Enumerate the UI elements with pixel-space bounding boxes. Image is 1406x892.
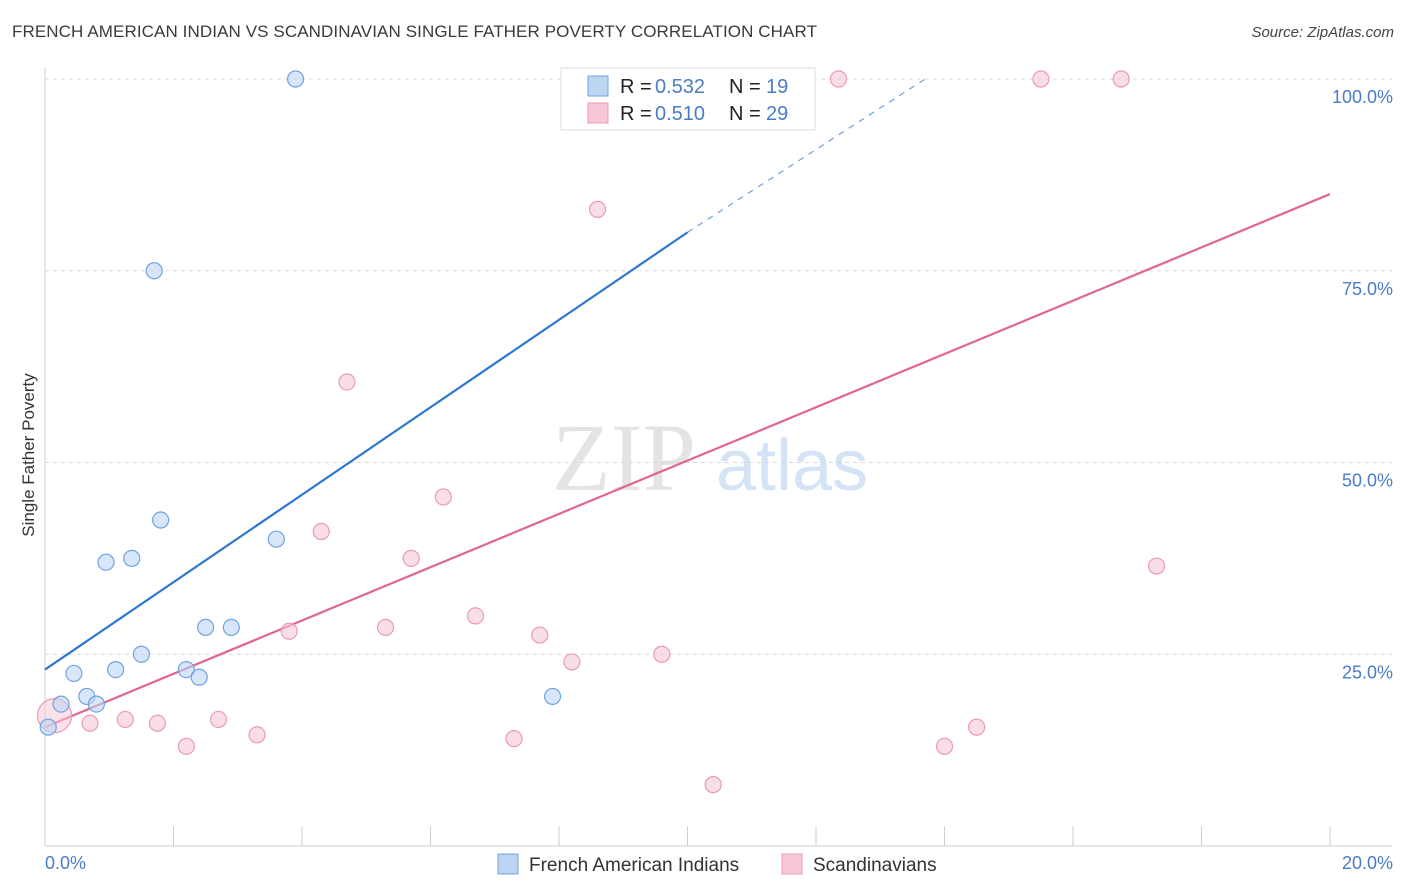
point-french-american-indian xyxy=(39,718,57,736)
point-scandinavian xyxy=(968,718,986,736)
legend-r-value-2: 0.510 xyxy=(655,103,705,125)
point-scandinavian xyxy=(1147,557,1166,575)
point-scandinavian xyxy=(829,70,848,88)
bottom-legend-scandinavian: Scandinavians xyxy=(813,855,937,876)
y-tick-label: 75.0% xyxy=(1342,279,1393,299)
point-scandinavian xyxy=(434,488,452,506)
y-tick-label: 100.0% xyxy=(1332,87,1393,107)
point-scandinavian xyxy=(338,373,356,391)
point-french-american-indian xyxy=(222,618,240,637)
point-scandinavian xyxy=(563,653,581,671)
legend-r-label-2: R = xyxy=(620,103,652,125)
y-axis-title: Single Father Poverty xyxy=(19,373,38,537)
point-scandinavian xyxy=(81,714,99,732)
bottom-legend-swatch-french xyxy=(497,853,519,875)
point-scandinavian xyxy=(1032,70,1050,88)
point-scandinavian xyxy=(402,549,420,567)
point-french-american-indian xyxy=(152,511,170,529)
point-scandinavian xyxy=(531,626,549,644)
point-french-american-indian xyxy=(286,70,305,88)
chart-source: Source: ZipAtlas.com xyxy=(1251,24,1394,41)
point-french-american-indian xyxy=(190,668,208,686)
point-french-american-indian xyxy=(267,530,285,548)
bottom-legend-swatch-scandinavian xyxy=(781,853,803,875)
tick-labels: 25.0% 50.0% 75.0% 100.0% 0.0% 20.0% xyxy=(45,87,1393,873)
chart-title: FRENCH AMERICAN INDIAN VS SCANDINAVIAN S… xyxy=(12,22,818,41)
point-scandinavian xyxy=(209,710,228,729)
point-french-american-indian xyxy=(87,695,106,713)
point-french-american-indian xyxy=(132,645,150,663)
point-scandinavian xyxy=(312,522,330,541)
point-scandinavian xyxy=(935,737,954,755)
x-tick-label-min: 0.0% xyxy=(45,853,86,873)
point-scandinavian xyxy=(376,618,395,637)
legend-swatch-french xyxy=(587,75,609,97)
point-scandinavian xyxy=(466,607,485,625)
point-french-american-indian xyxy=(65,664,83,683)
point-scandinavian xyxy=(505,730,523,748)
point-scandinavian xyxy=(653,645,671,663)
trend-lines xyxy=(44,78,1331,729)
trend-line-french xyxy=(44,231,689,671)
point-scandinavian xyxy=(588,200,607,218)
x-tick-label-max: 20.0% xyxy=(1342,853,1393,873)
correlation-legend: R = 0.532 N = 19 R = 0.510 N = 29 xyxy=(560,67,816,131)
watermark-zip: ZIP xyxy=(552,404,696,511)
point-french-american-indian xyxy=(543,687,562,706)
point-scandinavian xyxy=(148,714,167,732)
legend-n-label-1: N = xyxy=(729,76,761,98)
point-scandinavian xyxy=(248,726,266,744)
y-tick-label: 50.0% xyxy=(1342,471,1393,491)
watermark-atlas: atlas xyxy=(716,426,868,506)
point-scandinavian xyxy=(280,622,298,640)
point-scandinavian xyxy=(1112,70,1130,88)
legend-n-value-2: 29 xyxy=(766,103,788,125)
y-tick-label: 25.0% xyxy=(1342,662,1393,682)
point-scandinavian xyxy=(704,776,722,794)
point-french-american-indian xyxy=(52,695,70,713)
point-french-american-indian xyxy=(123,549,141,567)
point-french-american-indian xyxy=(197,618,215,637)
legend-r-label-1: R = xyxy=(620,76,652,98)
point-french-american-indian xyxy=(107,660,125,679)
axes xyxy=(44,68,1392,847)
legend-n-label-2: N = xyxy=(729,103,761,125)
point-french-american-indian xyxy=(97,553,115,571)
point-scandinavian xyxy=(116,710,134,729)
gridlines xyxy=(45,78,1392,655)
point-french-american-indian xyxy=(145,262,163,280)
point-scandinavian xyxy=(177,737,195,755)
trend-line-scandinavian xyxy=(44,193,1331,729)
legend-swatch-scandinavian xyxy=(587,102,609,124)
bottom-legend-french: French American Indians xyxy=(529,855,739,876)
legend-r-value-1: 0.532 xyxy=(655,76,705,98)
data-points xyxy=(37,70,1166,794)
legend-n-value-1: 19 xyxy=(766,76,788,98)
series-legend: French American Indians Scandinavians xyxy=(497,853,937,876)
point-french-american-indian xyxy=(177,660,195,679)
